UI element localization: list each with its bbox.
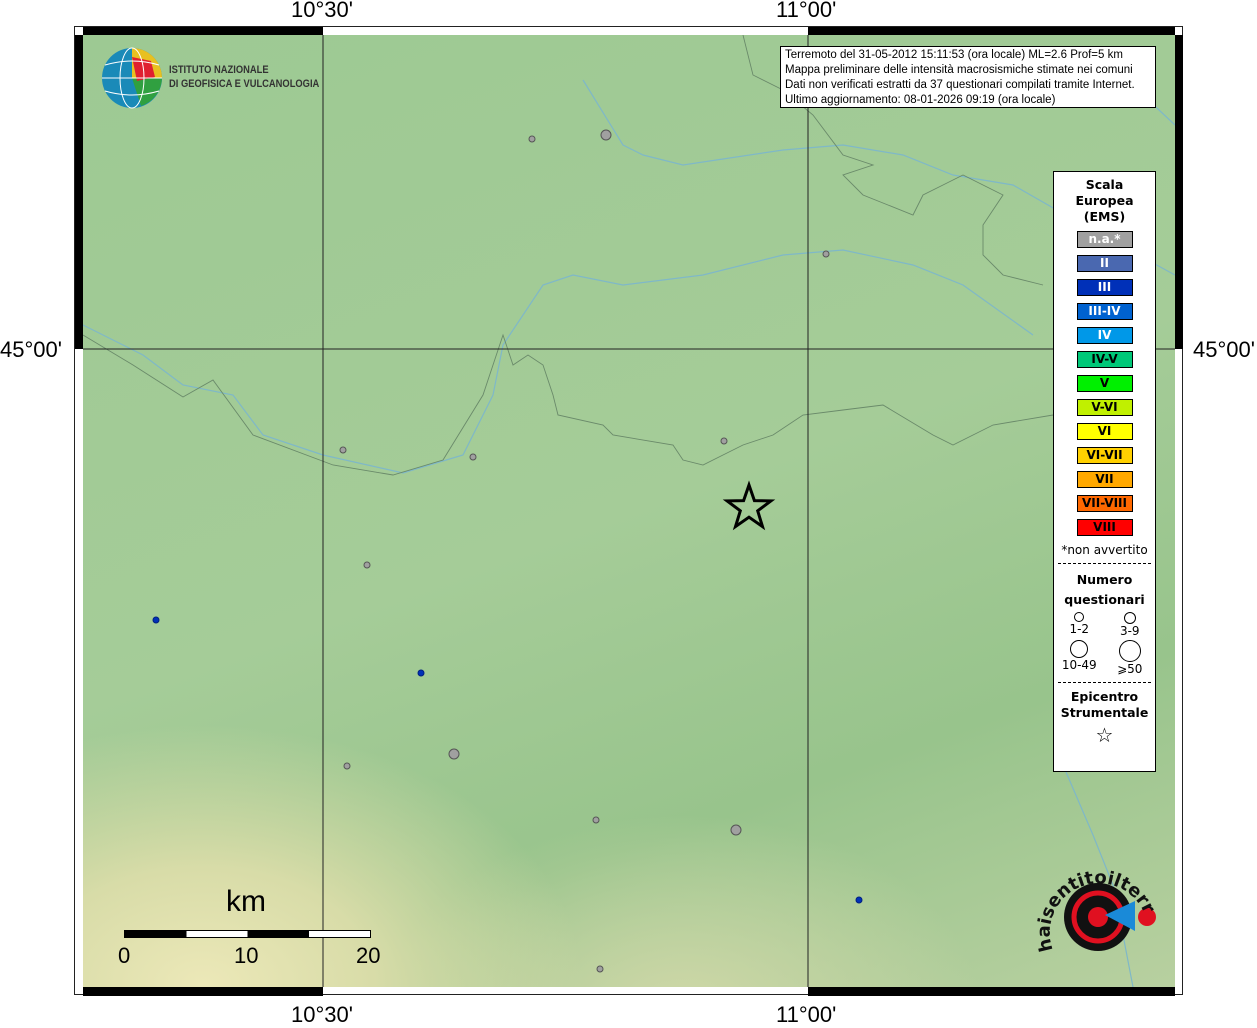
info-line: Mappa preliminare delle intensità macros… xyxy=(785,64,1133,76)
intensity-point[interactable] xyxy=(822,250,830,258)
intensity-point[interactable] xyxy=(417,669,425,677)
info-line: Ultimo aggiornamento: 08-01-2026 09:19 (… xyxy=(785,94,1056,106)
intensity-swatch: VI-VII xyxy=(1076,447,1133,464)
ingv-name-line1: ISTITUTO NAZIONALE xyxy=(169,64,269,76)
intensity-swatch: n.a.* xyxy=(1076,231,1133,248)
star-icon: ☆ xyxy=(1095,723,1114,747)
scale-bar: km 0 10 20 xyxy=(100,885,400,975)
intensity-point[interactable] xyxy=(469,453,477,461)
lon-label-bottom: 10°30' xyxy=(291,1002,353,1027)
lon-label-top: 10°30' xyxy=(291,0,353,22)
intensity-point[interactable] xyxy=(600,129,612,141)
map-area[interactable] xyxy=(83,35,1175,987)
frame-bar xyxy=(808,27,1175,35)
frame-bar xyxy=(1175,35,1183,349)
intensity-point[interactable] xyxy=(448,748,460,760)
circle-size-icon xyxy=(1123,612,1136,624)
count-title: Numero xyxy=(1076,572,1133,587)
frame-bar xyxy=(83,27,323,35)
divider xyxy=(1058,563,1151,564)
legend-title: (EMS) xyxy=(1083,209,1126,224)
circle-size-icon xyxy=(1118,640,1141,662)
count-label: 1-2 xyxy=(1069,622,1090,636)
intensity-swatch: III xyxy=(1076,279,1133,296)
legend-title: Europea xyxy=(1075,193,1134,208)
intensity-point[interactable] xyxy=(152,616,160,624)
lat-label-left: 45°00' xyxy=(0,337,62,362)
map-frame xyxy=(74,26,1183,995)
info-line: Dati non verificati estratti da 37 quest… xyxy=(785,79,1135,91)
count-label: 3-9 xyxy=(1119,624,1140,638)
count-title: questionari xyxy=(1064,592,1145,607)
legend-note: *non avvertito xyxy=(1061,543,1148,557)
circle-size-icon xyxy=(1070,640,1089,658)
intensity-swatch: IV-V xyxy=(1076,351,1133,368)
intensity-swatch: VIII xyxy=(1076,519,1133,536)
lon-label-top: 11°00' xyxy=(776,0,837,22)
scale-bar-graphic xyxy=(124,930,371,938)
circle-size-icon xyxy=(1074,612,1085,622)
count-label: ⩾50 xyxy=(1117,662,1143,676)
intensity-swatch: VI xyxy=(1076,423,1133,440)
epicenter-title: Strumentale xyxy=(1060,705,1149,720)
scale-unit: km xyxy=(226,885,266,918)
intensity-point[interactable] xyxy=(855,896,863,904)
divider xyxy=(1058,682,1151,683)
lon-label-bottom: 11°00' xyxy=(776,1002,837,1027)
frame-bar xyxy=(808,987,1175,996)
scale-tick: 0 xyxy=(118,943,131,968)
intensity-point[interactable] xyxy=(592,816,600,824)
frame-bar xyxy=(75,35,83,349)
scale-tick: 10 xyxy=(234,943,259,968)
ingv-logo: ISTITUTO NAZIONALE DI GEOFISICA E VULCAN… xyxy=(101,47,319,113)
map-lines xyxy=(83,35,1175,987)
intensity-swatch: V xyxy=(1076,375,1133,392)
intensity-point[interactable] xyxy=(343,762,351,770)
count-label: 10-49 xyxy=(1061,658,1097,672)
intensity-swatch: III-IV xyxy=(1076,303,1133,320)
intensity-point[interactable] xyxy=(596,965,604,973)
intensity-swatch: VII-VIII xyxy=(1076,495,1133,512)
intensity-point[interactable] xyxy=(528,135,536,143)
lat-label-right: 45°00' xyxy=(1193,337,1255,362)
ingv-name-line2: DI GEOFISICA E VULCANOLOGIA xyxy=(169,78,320,90)
legend-title: Scala xyxy=(1085,177,1124,192)
intensity-point[interactable] xyxy=(730,824,742,836)
intensity-point[interactable] xyxy=(720,437,728,445)
intensity-swatch: IV xyxy=(1076,327,1133,344)
intensity-swatch: V-VI xyxy=(1076,399,1133,416)
info-line: Terremoto del 31-05-2012 15:11:53 (ora l… xyxy=(785,49,1123,61)
event-info-box: Terremoto del 31-05-2012 15:11:53 (ora l… xyxy=(780,46,1156,108)
rivers xyxy=(83,79,1175,987)
hsit-logo: haisentitoilterremoto.it xyxy=(1026,839,1160,979)
frame-bar xyxy=(83,987,323,996)
intensity-point[interactable] xyxy=(339,446,347,454)
intensity-point[interactable] xyxy=(363,561,371,569)
intensity-legend: Scala Europea (EMS) n.a.* II III III-IV IV IV… xyxy=(1053,171,1156,772)
scale-tick: 20 xyxy=(356,943,381,968)
intensity-swatch: VII xyxy=(1076,471,1133,488)
epicenter-star-icon xyxy=(722,480,776,531)
epicenter-title: Epicentro xyxy=(1070,689,1139,704)
globe-icon xyxy=(102,47,162,109)
intensity-swatch: II xyxy=(1076,255,1133,272)
